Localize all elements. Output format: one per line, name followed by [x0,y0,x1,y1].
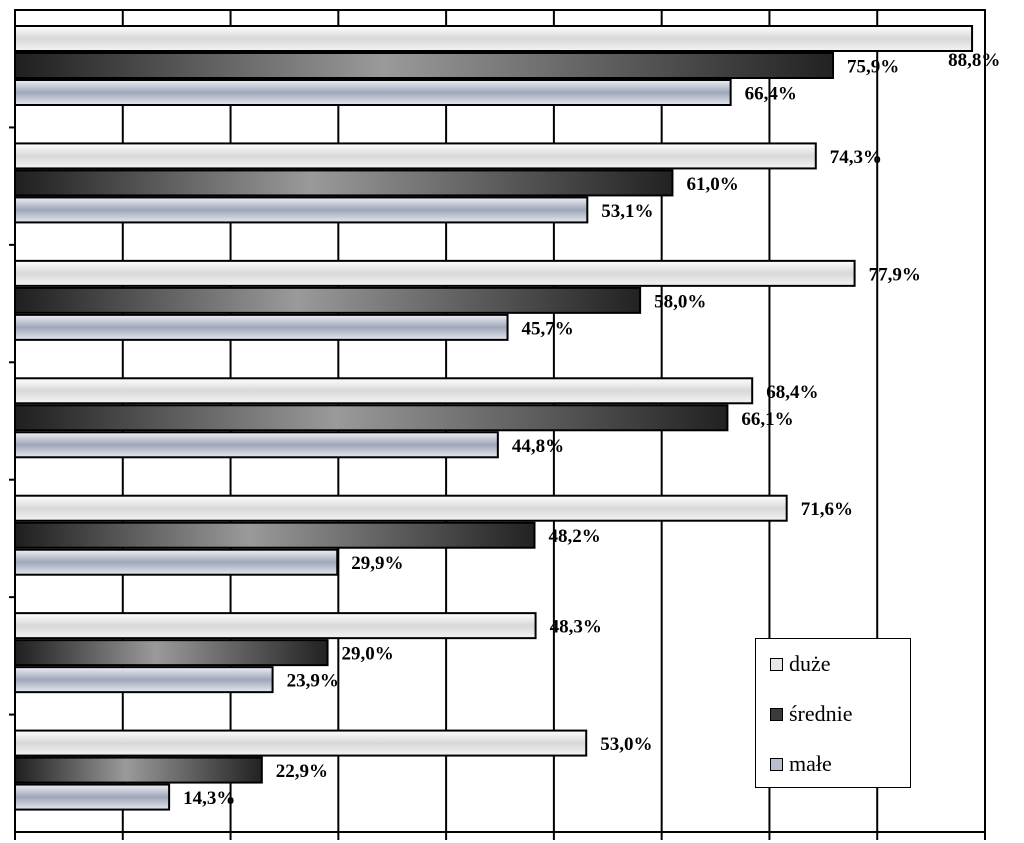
bar-duze-4 [14,494,788,522]
data-label-srednie-5: 29,0% [342,644,394,665]
legend-item-duze: duże [770,651,831,677]
data-label-male-1: 53,1% [601,201,653,222]
bar-male-0 [14,79,732,106]
data-label-srednie-0: 75,9% [847,57,899,78]
data-label-srednie-3: 66,1% [741,409,793,430]
legend-swatch-male [770,757,783,771]
bar-srednie-6 [14,756,263,784]
bar-male-2 [14,313,509,341]
bar-duze-6 [14,729,588,757]
bar-duze-5 [14,612,537,640]
data-label-duze-3: 68,4% [766,382,818,403]
data-label-male-2: 45,7% [522,318,574,339]
legend-item-male: małe [770,751,832,777]
legend-item-srednie: średnie [770,701,853,727]
data-label-male-3: 44,8% [512,436,564,457]
bar-srednie-4 [14,521,536,549]
bar-duze-1 [14,142,817,170]
bar-duze-3 [14,377,754,405]
bar-male-4 [14,548,339,576]
data-label-duze-0: 88,8% [948,50,1000,71]
data-label-male-4: 29,9% [351,553,403,574]
legend-label-duze: duże [789,651,831,676]
data-label-srednie-2: 58,0% [654,291,706,312]
bar-male-1 [14,196,589,224]
bar-male-6 [14,783,171,811]
legend-label-srednie: średnie [789,701,853,726]
data-label-srednie-1: 61,0% [686,174,738,195]
bar-srednie-1 [14,169,674,197]
bar-duze-0 [14,25,974,52]
data-label-duze-1: 74,3% [830,147,882,168]
data-label-male-5: 23,9% [287,671,339,692]
data-label-duze-5: 48,3% [550,617,602,638]
data-label-srednie-4: 48,2% [548,526,600,547]
data-label-duze-2: 77,9% [869,264,921,285]
data-label-duze-4: 71,6% [801,499,853,520]
data-label-duze-6: 53,0% [600,734,652,755]
bar-duze-2 [14,259,856,287]
bar-srednie-0 [14,52,835,79]
data-label-srednie-6: 22,9% [276,761,328,782]
legend-swatch-srednie [770,707,783,721]
data-label-male-0: 66,4% [745,84,797,105]
bar-srednie-2 [14,286,642,314]
legend-swatch-duze [770,657,783,671]
data-label-male-6: 14,3% [183,788,235,809]
legend-label-male: małe [789,751,832,776]
bar-male-3 [14,431,499,459]
bar-srednie-5 [14,639,329,667]
legend: duże średnie małe [755,638,911,788]
bar-srednie-3 [14,404,729,432]
bar-male-5 [14,666,274,694]
